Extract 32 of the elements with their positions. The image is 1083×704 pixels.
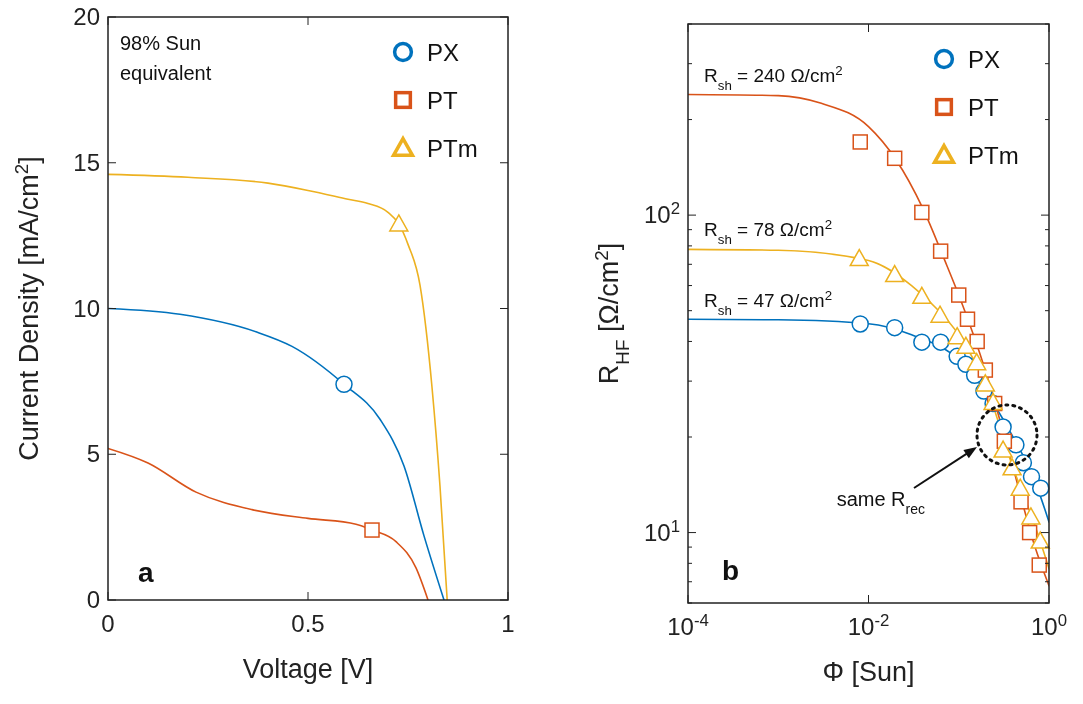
y-tick-label: 20: [73, 3, 100, 30]
y-tick-label: 10: [73, 294, 100, 322]
annotation: 98% Sun equivalent: [120, 32, 212, 84]
legend-label: PTm: [968, 142, 1019, 169]
annotation: R$_{sh}$ = 78 Ω/cm$^{2}$: [704, 216, 833, 247]
line-series: [108, 173, 448, 600]
x-tick-label: 0.5: [291, 610, 325, 637]
annotation: same R$_{rec}$: [836, 488, 925, 517]
point: [335, 375, 353, 394]
x-axis-title: Voltage [V]: [242, 654, 374, 684]
y-tick-label: 15: [73, 148, 100, 176]
line-series: [108, 447, 429, 600]
legend-label: PX: [968, 46, 1001, 73]
x-tick-label: 10$^{0}$: [1030, 610, 1068, 640]
point: [389, 214, 409, 232]
x-tick-label: 10$^{-2}$: [847, 610, 890, 640]
y-tick-label: 0: [86, 586, 100, 613]
y-tick-label: 10$^{2}$: [643, 198, 680, 229]
annotation: a: [138, 557, 154, 588]
legend-label: PTm: [427, 135, 478, 162]
point: [364, 522, 380, 538]
legend-label: PX: [427, 39, 460, 66]
x-tick-label: 10$^{-4}$: [667, 610, 709, 640]
y-tick-label: 5: [86, 440, 100, 468]
x-tick-label: 1: [501, 610, 515, 637]
annotation: R$_{sh}$ = 47 Ω/cm$^{2}$: [704, 287, 833, 318]
y-tick-label: 10$^{1}$: [643, 516, 680, 546]
annotation: R$_{sh}$ = 240 Ω/cm$^{2}$: [704, 62, 843, 93]
annotation: b: [722, 555, 740, 586]
legend-label: PT: [968, 94, 1000, 121]
legend-label: PT: [427, 87, 459, 114]
x-axis-title: Φ [Sun]: [822, 657, 915, 687]
